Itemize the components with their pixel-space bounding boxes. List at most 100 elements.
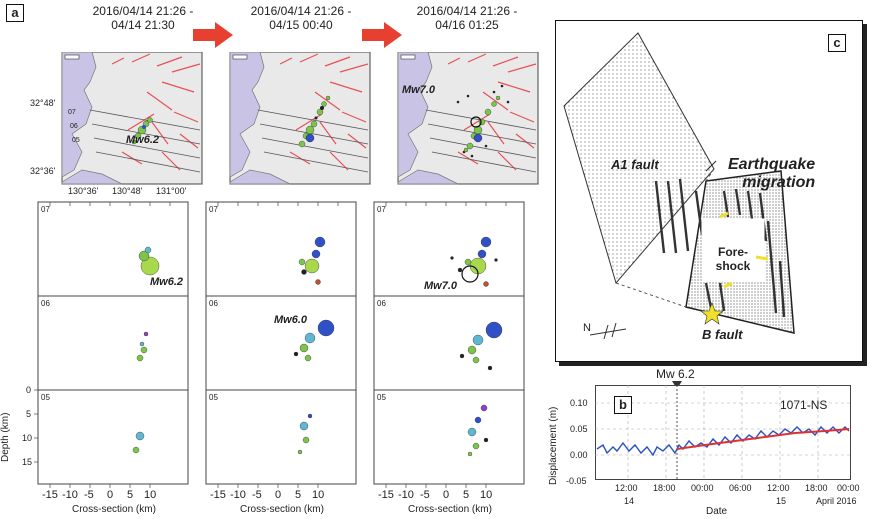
section-quake-label-mw70: Mw7.0 [424, 280, 458, 292]
x-ticks-col2: -15 -10 -5 0 5 10 [206, 489, 356, 501]
x-tick: -5 [252, 489, 262, 501]
migration-line-2: migration [742, 174, 816, 191]
date-axis-label: Date [706, 506, 728, 517]
map-1-quake-label: Mw6.2 [126, 134, 160, 146]
migration-line-1: Earthquake [728, 156, 816, 173]
time-window-1: 2016/04/14 21:26 - 04/14 21:30 [78, 4, 208, 32]
x-axis-label-col3: Cross-section (km) [408, 504, 492, 515]
map-row [61, 52, 539, 185]
section-id-07: 07 [377, 205, 386, 214]
panel-c-letter: c [828, 34, 846, 52]
x-tick: -10 [398, 489, 414, 501]
station-label: 1071-NS [780, 398, 828, 412]
time-window-2: 2016/04/14 21:26 - 04/15 00:40 [236, 4, 366, 32]
fault-b-label: B fault [702, 327, 743, 342]
time-window-3-start: 2016/04/14 21:26 - [416, 4, 518, 18]
x-tick: 10 [480, 489, 493, 501]
map-lon-tick-2: 130°48' [112, 186, 143, 196]
x-axis-label-col2: Cross-section (km) [240, 504, 324, 515]
map-lon-tick-3: 131°00' [156, 186, 187, 196]
map-lat-tick-2: 32°36' [30, 166, 56, 176]
fault-a-label: A1 fault [611, 157, 659, 172]
x-tick: 0 [443, 489, 450, 501]
map-section-05: 05 [72, 137, 80, 144]
map-section-06: 06 [70, 123, 78, 130]
x-tick: -15 [378, 489, 394, 501]
map-2 [229, 52, 371, 185]
map-3-quake-label: Mw7.0 [402, 84, 436, 96]
x-tick: 06:00 [729, 483, 752, 493]
displacement-axis-label: Displacement (m) [548, 406, 559, 485]
time-window-1-end: 04/14 21:30 [111, 18, 175, 32]
time-arrow-icon [193, 22, 233, 48]
time-ticks: 12:00 18:00 00:00 06:00 12:00 18:00 00:0… [595, 483, 865, 495]
map-lat-tick-1: 32°48' [30, 98, 56, 108]
map-section-07: 07 [68, 109, 76, 116]
panel-a-letter: a [6, 4, 24, 22]
x-tick: -5 [420, 489, 430, 501]
fault-diagram [563, 32, 795, 340]
x-tick: -5 [84, 489, 94, 501]
map-1 [61, 52, 203, 185]
time-arrow-icon [362, 22, 402, 48]
x-tick: 0 [275, 489, 282, 501]
section-id-06: 06 [377, 299, 386, 308]
foreshock-line-2: shock [715, 259, 751, 273]
section-id-05: 05 [41, 393, 50, 402]
depth-tick-15: 15 [22, 457, 33, 467]
x-ticks-col3: -15 -10 -5 0 5 10 [374, 489, 524, 501]
depth-tick-0: 0 [26, 385, 32, 395]
section-id-06: 06 [209, 299, 218, 308]
x-tick: -15 [42, 489, 58, 501]
event-label: Mw 6.2 [656, 367, 695, 381]
x-tick: 5 [463, 489, 470, 501]
y-tick: -0.05 [566, 476, 587, 486]
foreshock-label: Fore- shock [706, 245, 760, 273]
north-label: N [583, 322, 591, 334]
x-tick: 12:00 [615, 483, 638, 493]
x-tick: -10 [230, 489, 246, 501]
x-tick: 5 [127, 489, 134, 501]
x-tick: 00:00 [837, 483, 860, 493]
time-window-3: 2016/04/14 21:26 - 04/16 01:25 [402, 4, 532, 32]
y-tick: 0.05 [570, 424, 588, 434]
x-axis-label-col1: Cross-section (km) [72, 504, 156, 515]
time-window-1-start: 2016/04/14 21:26 - [92, 4, 194, 18]
section-id-07: 07 [209, 205, 218, 214]
y-tick: 0.00 [570, 450, 588, 460]
x-tick: -15 [210, 489, 226, 501]
x-tick: 00:00 [691, 483, 714, 493]
x-tick: 18:00 [653, 483, 676, 493]
section-id-05: 05 [209, 393, 218, 402]
x-tick: 10 [312, 489, 325, 501]
panel-b-letter: b [614, 396, 632, 414]
section-quake-label-mw60: Mw6.0 [274, 314, 308, 326]
x-tick: 12:00 [767, 483, 790, 493]
time-window-3-end: 04/16 01:25 [435, 18, 499, 32]
depth-tick-5: 5 [26, 409, 32, 419]
section-quake-label-mw62: Mw6.2 [150, 276, 184, 288]
section-id-06: 06 [41, 299, 50, 308]
map-lon-tick-1: 130°36' [68, 186, 99, 196]
displacement-plot [595, 385, 851, 480]
y-tick: 0.10 [570, 398, 588, 408]
x-tick: 18:00 [805, 483, 828, 493]
foreshock-line-1: Fore- [718, 245, 748, 259]
day-label-15: 15 [776, 496, 787, 506]
day-label-14: 14 [624, 496, 635, 506]
cross-sections [34, 201, 525, 488]
section-id-07: 07 [41, 205, 50, 214]
x-tick: 10 [144, 489, 157, 501]
x-tick: 0 [107, 489, 114, 501]
time-window-2-end: 04/15 00:40 [269, 18, 333, 32]
migration-label: Earthquake migration [728, 156, 815, 192]
x-ticks-col1: -15 -10 -5 0 5 10 [38, 489, 188, 501]
depth-tick-10: 10 [22, 433, 33, 443]
depth-axis-label: Depth (km) [0, 412, 11, 462]
day-label-april: April 2016 [816, 496, 857, 506]
time-window-2-start: 2016/04/14 21:26 - [250, 4, 352, 18]
map-3 [397, 52, 539, 185]
x-tick: 5 [295, 489, 302, 501]
x-tick: -10 [62, 489, 78, 501]
section-id-05: 05 [377, 393, 386, 402]
